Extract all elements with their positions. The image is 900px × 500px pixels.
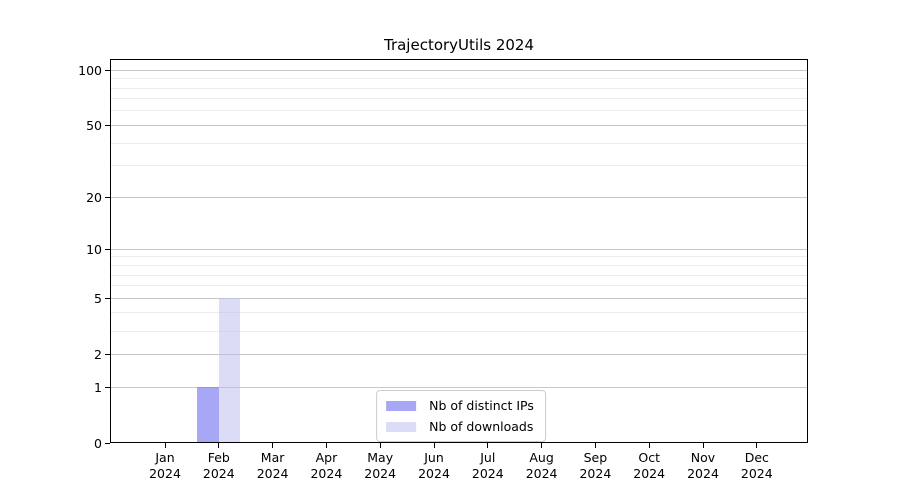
x-tick-year: 2024 xyxy=(633,466,666,481)
x-tick-mark xyxy=(648,443,650,448)
bar-nb-of-distinct-ips-feb xyxy=(197,387,219,443)
x-tick-year: 2024 xyxy=(310,466,343,481)
x-tick-year: 2024 xyxy=(418,466,450,481)
x-tick-month: Jan xyxy=(155,450,175,465)
x-tick-mark xyxy=(272,443,274,448)
x-tick-month: May xyxy=(367,450,394,465)
y-gridline-minor xyxy=(110,265,808,266)
x-tick-month: Sep xyxy=(583,450,608,465)
y-gridline-major xyxy=(110,196,808,198)
legend-label-distinct-ips: Nb of distinct IPs xyxy=(429,398,534,413)
x-tick-label: Feb 2024 xyxy=(184,450,254,482)
x-tick-month: Feb xyxy=(207,450,230,465)
y-tick-label: 10 xyxy=(86,241,102,257)
x-tick-year: 2024 xyxy=(202,466,235,481)
y-gridline-major xyxy=(110,69,808,71)
y-gridline-major xyxy=(110,297,808,299)
y-gridline-minor xyxy=(110,312,808,314)
y-tick-label: 100 xyxy=(78,62,102,78)
chart-title: TrajectoryUtils 2024 xyxy=(383,36,534,54)
x-tick-label: Nov 2024 xyxy=(668,450,738,482)
y-gridline-major xyxy=(110,353,808,355)
x-tick-month: Dec xyxy=(744,450,769,465)
y-tick-mark xyxy=(105,353,110,355)
x-tick-year: 2024 xyxy=(579,466,612,481)
x-tick-month: Mar xyxy=(260,450,285,465)
x-tick-mark xyxy=(379,443,381,448)
y-gridline-minor xyxy=(110,110,808,112)
y-tick-mark xyxy=(105,442,110,444)
legend-item-downloads: Nb of downloads xyxy=(386,419,534,434)
x-tick-label: Jul 2024 xyxy=(453,450,523,482)
y-gridline-minor xyxy=(110,78,808,80)
y-gridline-minor xyxy=(110,165,808,167)
y-tick-mark xyxy=(105,297,110,299)
y-gridline-minor xyxy=(110,274,808,276)
x-tick-label: Dec 2024 xyxy=(722,450,792,482)
x-tick-month: Nov xyxy=(690,450,716,465)
y-tick-mark xyxy=(105,248,110,250)
x-tick-mark xyxy=(541,443,543,448)
legend: Nb of distinct IPs Nb of downloads xyxy=(376,390,546,442)
x-tick-month: Aug xyxy=(529,450,554,465)
x-tick-mark xyxy=(702,443,704,448)
x-tick-year: 2024 xyxy=(471,466,504,481)
x-tick-mark xyxy=(325,443,327,448)
x-tick-label: Mar 2024 xyxy=(238,450,308,482)
plot-border xyxy=(110,59,808,443)
legend-item-distinct-ips: Nb of distinct IPs xyxy=(386,398,534,413)
y-tick-label: 5 xyxy=(94,290,102,306)
x-tick-month: Apr xyxy=(315,450,338,465)
legend-swatch-distinct-ips xyxy=(386,400,417,411)
x-tick-year: 2024 xyxy=(256,466,289,481)
x-tick-mark xyxy=(164,443,166,448)
bar-nb-of-downloads-feb xyxy=(218,298,241,443)
y-tick-mark xyxy=(105,386,110,388)
x-tick-month: Jun xyxy=(424,450,444,465)
y-gridline-major xyxy=(110,386,808,388)
x-tick-month: Oct xyxy=(638,450,660,465)
x-tick-year: 2024 xyxy=(149,466,181,481)
x-tick-mark xyxy=(433,443,435,448)
y-tick-mark xyxy=(105,196,110,198)
x-tick-mark xyxy=(594,443,596,448)
x-tick-mark xyxy=(487,443,489,448)
y-gridline-minor xyxy=(110,98,808,100)
x-tick-label: Sep 2024 xyxy=(560,450,630,482)
x-tick-mark xyxy=(218,443,220,448)
y-gridline-minor xyxy=(110,142,808,144)
x-tick-year: 2024 xyxy=(740,466,773,481)
y-tick-mark xyxy=(105,124,110,126)
y-tick-label: 20 xyxy=(86,189,102,205)
legend-swatch-downloads xyxy=(386,421,417,432)
y-tick-label: 2 xyxy=(94,346,102,362)
x-tick-year: 2024 xyxy=(687,466,719,481)
x-tick-label: Oct 2024 xyxy=(614,450,684,482)
y-gridline-minor xyxy=(110,256,808,258)
x-tick-label: Jan 2024 xyxy=(130,450,200,482)
y-tick-label: 0 xyxy=(94,435,102,451)
y-gridline-major xyxy=(110,124,808,126)
x-tick-label: Aug 2024 xyxy=(507,450,577,482)
x-tick-year: 2024 xyxy=(364,466,397,481)
x-tick-mark xyxy=(756,443,758,448)
y-gridline-minor xyxy=(110,285,808,287)
y-tick-label: 1 xyxy=(94,379,102,395)
x-tick-label: May 2024 xyxy=(345,450,415,482)
x-tick-month: Jul xyxy=(480,450,496,465)
y-gridline-minor xyxy=(110,330,808,332)
y-gridline-major xyxy=(110,248,808,250)
x-tick-label: Jun 2024 xyxy=(399,450,469,482)
y-tick-mark xyxy=(105,69,110,71)
x-tick-year: 2024 xyxy=(525,466,558,481)
y-tick-label: 50 xyxy=(86,117,102,133)
legend-label-downloads: Nb of downloads xyxy=(429,419,534,434)
x-tick-label: Apr 2024 xyxy=(291,450,361,482)
y-gridline-minor xyxy=(110,87,808,89)
